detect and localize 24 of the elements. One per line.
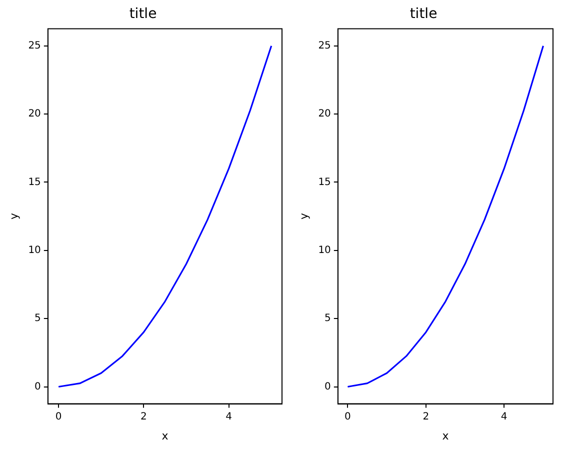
x-tick-label: 0 (344, 411, 351, 422)
y-tick-label: 15 (28, 176, 41, 188)
y-tick-label: 20 (318, 108, 331, 120)
y-tick-label: 25 (318, 40, 331, 52)
y-tick-label: 5 (324, 313, 331, 324)
y-tick-label: 10 (318, 244, 331, 256)
y-tick-label: 10 (28, 244, 41, 256)
y-tick-label: 20 (28, 108, 41, 120)
y-axis-title: y (7, 212, 20, 220)
x-axis-title: x (442, 429, 450, 442)
y-tick-label: 0 (324, 381, 331, 392)
y-tick-label: 0 (34, 381, 41, 392)
x-tick-label: 2 (422, 411, 430, 422)
y-tick-label: 25 (28, 40, 41, 52)
y-tick-label: 15 (318, 176, 331, 188)
y-tick-label: 5 (34, 313, 41, 324)
x-tick-label: 2 (140, 411, 147, 422)
chart-title: title (129, 6, 157, 22)
chart-title: title (410, 6, 438, 22)
x-tick-label: 4 (226, 411, 232, 422)
x-tick-label: 4 (500, 411, 508, 422)
y-axis-title: y (297, 212, 310, 220)
x-axis-title: x (162, 429, 169, 442)
x-tick-label: 0 (55, 411, 62, 422)
